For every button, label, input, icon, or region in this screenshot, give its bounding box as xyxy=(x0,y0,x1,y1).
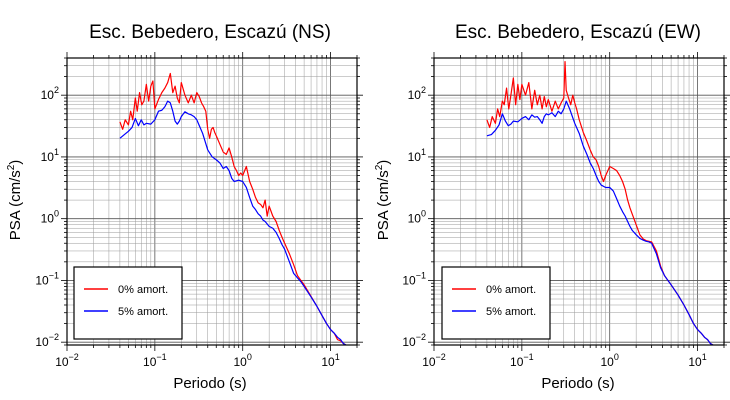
y-tick-label: 10−2 xyxy=(35,332,59,349)
x-axis-label: Periodo (s) xyxy=(541,375,614,392)
chart-title: Esc. Bebedero, Escazú (EW) xyxy=(455,22,701,43)
x-tick-label: 10−2 xyxy=(422,352,446,369)
y-tick-label: 100 xyxy=(41,209,59,226)
x-tick-label: 10−2 xyxy=(55,352,79,369)
x-tick-labels: 10−2 10−1 100 101 xyxy=(55,352,340,369)
y-tick-label: 10−1 xyxy=(402,270,426,287)
x-tick-label: 10−1 xyxy=(143,352,167,369)
y-tick-label: 102 xyxy=(408,85,426,102)
legend-label-0: 0% amort. xyxy=(486,284,536,296)
x-axis-label: Periodo (s) xyxy=(173,375,246,392)
legend: 0% amort. 5% amort. xyxy=(73,266,183,340)
legend-label-1: 5% amort. xyxy=(486,306,536,318)
legend-label-0: 0% amort. xyxy=(118,284,168,296)
series-group xyxy=(486,60,714,346)
legend-box xyxy=(73,266,183,340)
legend-box xyxy=(441,266,551,340)
series-group xyxy=(119,72,347,346)
y-tick-label: 101 xyxy=(41,147,59,164)
series-line-0 xyxy=(119,72,347,346)
y-tick-label: 10−2 xyxy=(402,332,426,349)
tick-marks xyxy=(428,52,730,351)
x-tick-label: 101 xyxy=(321,352,339,369)
y-tick-labels: 10−2 10−1 100 101 102 xyxy=(402,85,426,349)
series-line-1 xyxy=(486,100,714,346)
legend-label-1: 5% amort. xyxy=(118,306,168,318)
plot-frame xyxy=(433,57,725,346)
chart-title: Esc. Bebedero, Escazú (NS) xyxy=(89,22,331,43)
y-tick-label: 101 xyxy=(408,147,426,164)
series-line-1 xyxy=(119,100,347,346)
tick-marks xyxy=(61,52,363,351)
x-tick-label: 100 xyxy=(234,352,252,369)
y-tick-label: 100 xyxy=(408,209,426,226)
grid-lines xyxy=(66,57,358,346)
plot-frame xyxy=(66,57,358,346)
chart-panel-ew: Esc. Bebedero, Escazú (EW) Periodo (s) P… xyxy=(374,22,730,392)
x-tick-labels: 10−2 10−1 100 101 xyxy=(422,352,707,369)
x-tick-label: 101 xyxy=(688,352,706,369)
x-tick-label: 100 xyxy=(601,352,619,369)
chart-panel-ns: Esc. Bebedero, Escazú (NS) Periodo (s) P… xyxy=(6,22,363,392)
y-axis-label: PSA (cm/s2) xyxy=(374,160,392,241)
y-tick-label: 102 xyxy=(41,85,59,102)
legend: 0% amort. 5% amort. xyxy=(441,266,551,340)
y-tick-label: 10−1 xyxy=(35,270,59,287)
y-axis-label: PSA (cm/s2) xyxy=(6,160,24,241)
y-tick-labels: 10−2 10−1 100 101 102 xyxy=(35,85,59,349)
grid-lines xyxy=(433,57,725,346)
x-tick-label: 10−1 xyxy=(510,352,534,369)
